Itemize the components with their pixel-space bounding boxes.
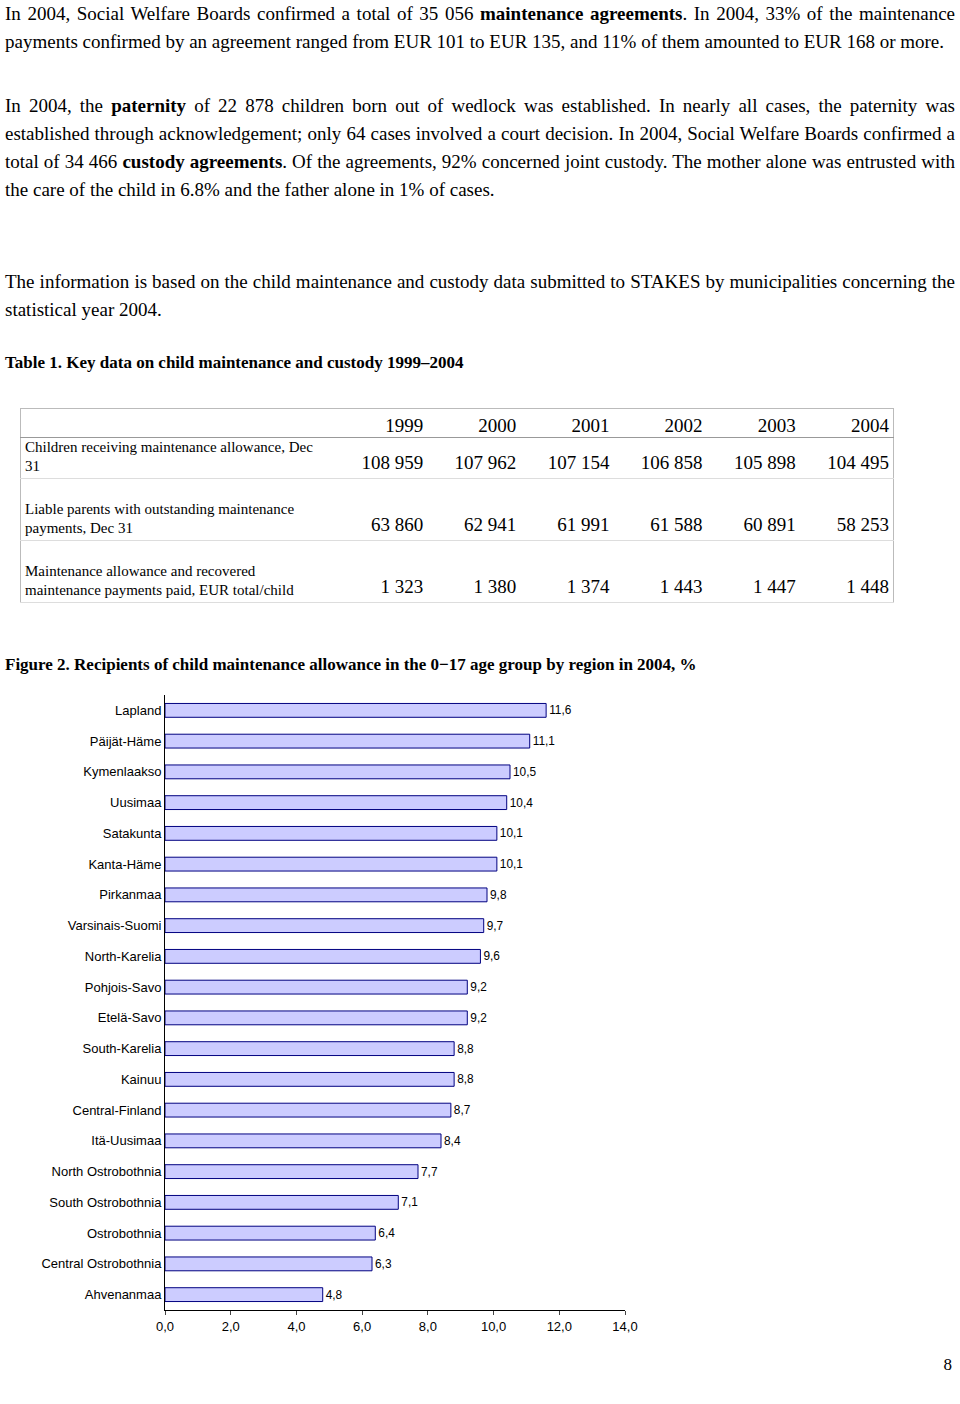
svg-text:8,7: 8,7 xyxy=(454,1103,470,1117)
html-text:1 448: 1 448 xyxy=(846,576,889,597)
svg-text:11,6: 11,6 xyxy=(549,703,572,717)
html-text:Figure 2. Recipients of child: Figure 2. Recipients of child maintenanc… xyxy=(5,655,697,674)
svg-text:Uusimaa: Uusimaa xyxy=(110,795,162,810)
svg-text:9,6: 9,6 xyxy=(483,949,500,963)
svg-text:9,2: 9,2 xyxy=(470,980,486,994)
html-text:105 898: 105 898 xyxy=(733,452,796,473)
html-text:58 253: 58 253 xyxy=(836,514,889,535)
html-text:104 495: 104 495 xyxy=(827,452,889,473)
html-text:1 443: 1 443 xyxy=(659,576,703,597)
html-text:107 154: 107 154 xyxy=(547,452,610,473)
svg-text:8,8: 8,8 xyxy=(457,1072,474,1086)
svg-text:Kymenlaakso: Kymenlaakso xyxy=(83,764,161,779)
svg-text:7,7: 7,7 xyxy=(421,1165,437,1179)
svg-text:Kanta-Häme: Kanta-Häme xyxy=(88,857,161,872)
svg-text:Central Ostrobothnia: Central Ostrobothnia xyxy=(41,1256,162,1271)
svg-text:9,7: 9,7 xyxy=(487,919,503,933)
html-text:2003: 2003 xyxy=(757,415,796,436)
svg-text:10,0: 10,0 xyxy=(481,1319,506,1334)
svg-text:4,8: 4,8 xyxy=(326,1288,343,1302)
html-text:62 941: 62 941 xyxy=(464,514,517,535)
html-text:1 380: 1 380 xyxy=(473,576,517,597)
html-text:Liable parents with outstandin: Liable parents with outstanding maintena… xyxy=(25,501,295,536)
svg-text:0,0: 0,0 xyxy=(156,1319,174,1334)
svg-text:Pirkanmaa: Pirkanmaa xyxy=(99,887,162,902)
svg-text:9,2: 9,2 xyxy=(470,1011,486,1025)
svg-text:6,4: 6,4 xyxy=(378,1226,395,1240)
html-text:2002: 2002 xyxy=(664,415,703,436)
html-text:1999: 1999 xyxy=(385,415,424,436)
svg-text:10,1: 10,1 xyxy=(500,826,523,840)
svg-text:14,0: 14,0 xyxy=(612,1319,637,1334)
html-text:8: 8 xyxy=(943,1355,952,1374)
svg-text:North Ostrobothnia: North Ostrobothnia xyxy=(52,1164,163,1179)
html-text:1 323: 1 323 xyxy=(380,576,424,597)
svg-text:8,8: 8,8 xyxy=(457,1042,474,1056)
html-text:106 858: 106 858 xyxy=(640,452,703,473)
svg-text:Kainuu: Kainuu xyxy=(121,1072,161,1087)
svg-text:12,0: 12,0 xyxy=(547,1319,572,1334)
svg-text:Satakunta: Satakunta xyxy=(103,826,162,841)
html-text:61 588: 61 588 xyxy=(650,514,703,535)
svg-text:Etelä-Savo: Etelä-Savo xyxy=(98,1010,162,1025)
svg-text:South-Karelia: South-Karelia xyxy=(83,1041,163,1056)
html-text:Children receiving maintenance: Children receiving maintenance allowance… xyxy=(25,439,313,474)
html-text:In 2004, Social Welfare Boards: In 2004, Social Welfare Boards confirmed… xyxy=(5,3,955,52)
html-text:1 447: 1 447 xyxy=(752,576,796,597)
html-text:60 891: 60 891 xyxy=(743,514,796,535)
html-text:Table 1. Key data on child mai: Table 1. Key data on child maintenance a… xyxy=(5,353,464,372)
html-text:Maintenance allowance and reco: Maintenance allowance and recovered main… xyxy=(25,563,294,598)
svg-text:Päijät-Häme: Päijät-Häme xyxy=(90,734,162,749)
svg-text:Varsinais-Suomi: Varsinais-Suomi xyxy=(68,918,162,933)
svg-text:Itä-Uusimaa: Itä-Uusimaa xyxy=(91,1133,162,1148)
html-text:In 2004, the paternity of 22 8: In 2004, the paternity of 22 878 childre… xyxy=(5,95,955,200)
html-text:61 991: 61 991 xyxy=(557,514,610,535)
svg-text:8,4: 8,4 xyxy=(444,1134,461,1148)
svg-text:9,8: 9,8 xyxy=(490,888,507,902)
svg-text:2,0: 2,0 xyxy=(222,1319,240,1334)
svg-text:4,0: 4,0 xyxy=(287,1319,305,1334)
html-text:2001: 2001 xyxy=(571,415,610,436)
html-text:2000: 2000 xyxy=(478,415,517,436)
svg-text:6,0: 6,0 xyxy=(353,1319,371,1334)
svg-text:10,1: 10,1 xyxy=(500,857,523,871)
html-text:107 962: 107 962 xyxy=(454,452,517,473)
html-text:108 959: 108 959 xyxy=(361,452,424,473)
svg-text:Pohjois-Savo: Pohjois-Savo xyxy=(85,980,162,995)
svg-text:South Ostrobothnia: South Ostrobothnia xyxy=(49,1195,162,1210)
svg-text:10,5: 10,5 xyxy=(513,765,536,779)
html-text:63 860: 63 860 xyxy=(370,514,424,535)
html-text:The information is based on th: The information is based on the child ma… xyxy=(5,271,955,320)
svg-text:North-Karelia: North-Karelia xyxy=(85,949,162,964)
svg-text:Ostrobothnia: Ostrobothnia xyxy=(87,1226,162,1241)
html-text:2004: 2004 xyxy=(851,415,889,436)
svg-text:8,0: 8,0 xyxy=(419,1319,437,1334)
html-text:1 374: 1 374 xyxy=(566,576,610,597)
svg-text:Ahvenanmaa: Ahvenanmaa xyxy=(85,1287,162,1302)
svg-text:10,4: 10,4 xyxy=(510,796,533,810)
svg-text:Lapland: Lapland xyxy=(115,703,161,718)
svg-text:Central-Finland: Central-Finland xyxy=(73,1103,162,1118)
svg-text:7,1: 7,1 xyxy=(401,1195,418,1209)
svg-text:11,1: 11,1 xyxy=(533,734,556,748)
svg-text:6,3: 6,3 xyxy=(375,1257,392,1271)
